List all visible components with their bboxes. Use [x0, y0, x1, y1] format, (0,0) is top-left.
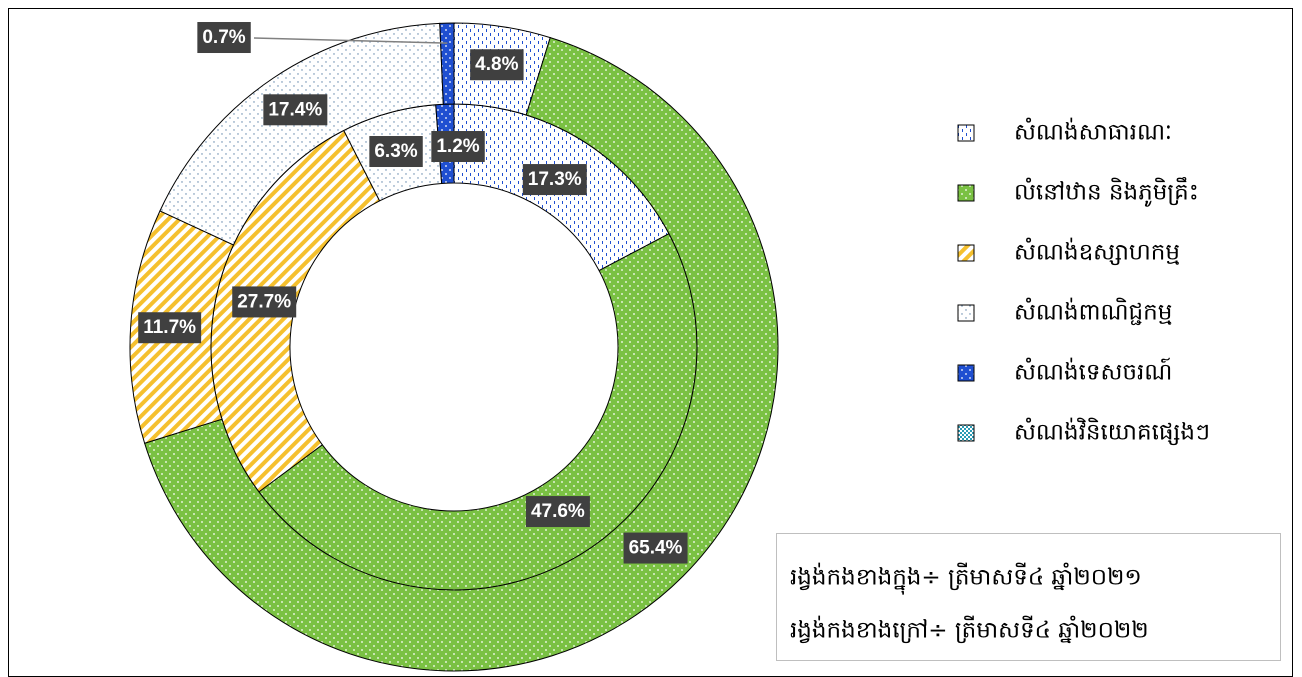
legend-label: សំណង់ឧស្សាហកម្ម — [1014, 238, 1180, 266]
data-label: 4.8% — [475, 54, 518, 75]
data-label-box — [470, 49, 524, 81]
legend-swatch — [957, 424, 975, 442]
legend-label: សំណង់វិនិយោគផ្សេងៗ — [1014, 418, 1210, 446]
data-label-box — [431, 131, 485, 163]
data-label-box — [623, 532, 688, 564]
data-label-box — [263, 94, 328, 126]
legend-label: លំនៅឋាន និងភូមិគ្រឹះ — [1014, 177, 1199, 208]
legend-swatch — [957, 124, 975, 142]
legend-swatch — [957, 304, 975, 322]
data-label-box — [138, 312, 202, 344]
data-label: 17.3% — [528, 169, 582, 190]
data-label-box — [522, 164, 587, 196]
data-label-box — [197, 22, 251, 54]
data-label: 47.6% — [531, 501, 585, 522]
data-label-box — [525, 496, 590, 528]
data-label: 27.7% — [237, 291, 291, 312]
annotation: រង្វង់កងខាងក្នុង÷ ត្រីមាសទី៤ ឆ្នាំ២០២១ — [790, 563, 1142, 596]
annotation: រង្វង់កងខាងក្រៅ÷ ត្រីមាសទី៤ ឆ្នាំ២០២២ — [790, 616, 1149, 644]
data-label: 6.3% — [374, 141, 417, 162]
legend-label: សំណង់ពាណិជ្ជកម្ម — [1014, 298, 1172, 326]
donut-slice — [143, 36, 779, 672]
data-label: 17.4% — [268, 99, 322, 120]
legend-swatch — [957, 184, 975, 202]
leader-line — [253, 37, 448, 44]
legend-swatch — [957, 364, 975, 382]
data-label: 1.2% — [436, 136, 479, 157]
data-label-box — [369, 136, 423, 168]
data-label: 65.4% — [629, 538, 683, 559]
annotation-box — [776, 533, 1281, 661]
data-label-box — [232, 286, 297, 318]
data-label: 0.7% — [202, 27, 245, 48]
legend-label: សំណង់ទេសចរណ៍ — [1014, 358, 1172, 386]
legend-swatch — [957, 244, 975, 262]
legend-label: សំណង់សាធារណៈ — [1014, 118, 1172, 146]
data-label: 11.7% — [143, 317, 196, 338]
